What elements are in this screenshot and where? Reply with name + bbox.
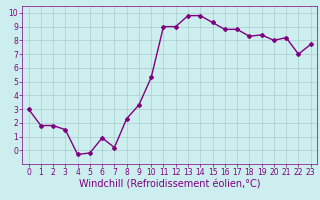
X-axis label: Windchill (Refroidissement éolien,°C): Windchill (Refroidissement éolien,°C): [79, 180, 260, 190]
